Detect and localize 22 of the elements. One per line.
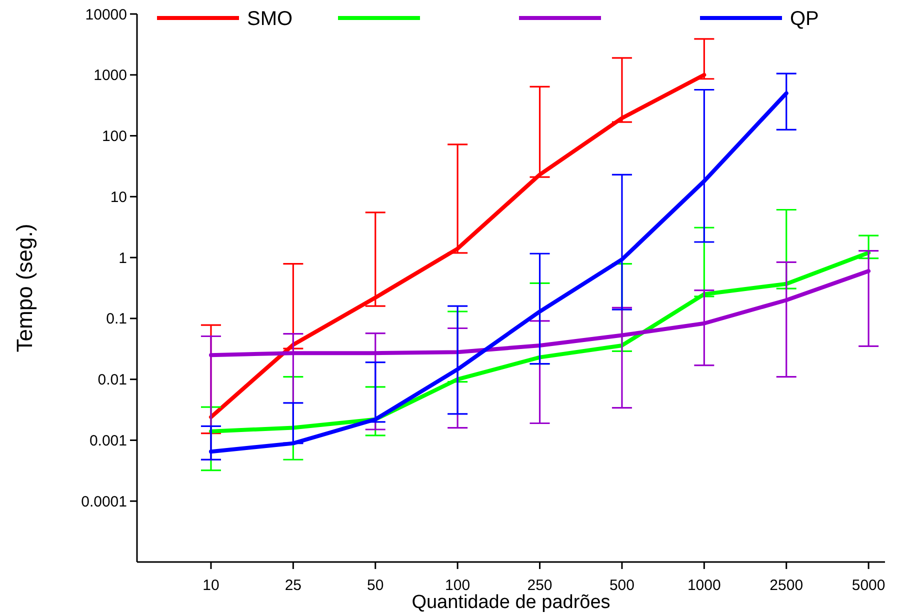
x-tick-label: 500 bbox=[609, 577, 634, 594]
x-tick-label: 50 bbox=[367, 577, 384, 594]
y-tick-label: 100 bbox=[102, 128, 127, 146]
x-tick-label: 100 bbox=[445, 577, 470, 594]
y-tick-label: 0.01 bbox=[98, 372, 127, 389]
y-tick-label: 10 bbox=[110, 188, 127, 206]
x-tick-label: 2500 bbox=[770, 577, 804, 594]
y-tick-label: 0.1 bbox=[106, 310, 127, 328]
y-tick-label: 1 bbox=[118, 250, 127, 267]
x-tick-label: 10 bbox=[202, 577, 220, 594]
y-tick-label: 0.001 bbox=[89, 432, 127, 450]
y-tick-label: 10000 bbox=[85, 6, 127, 24]
x-tick-label: 25 bbox=[284, 577, 302, 594]
x-tick-label: 5000 bbox=[852, 577, 886, 594]
y-tick-label: 0.0001 bbox=[81, 493, 127, 510]
x-axis-title: Quantidade de padrões bbox=[412, 592, 610, 613]
legend-label: SMO bbox=[247, 8, 293, 30]
legend-label: QP bbox=[790, 8, 819, 30]
x-tick-label: 250 bbox=[527, 577, 552, 594]
y-axis-title: Tempo (seg.) bbox=[12, 224, 37, 352]
x-tick-label: 1000 bbox=[687, 577, 721, 594]
y-tick-label: 1000 bbox=[94, 67, 127, 84]
